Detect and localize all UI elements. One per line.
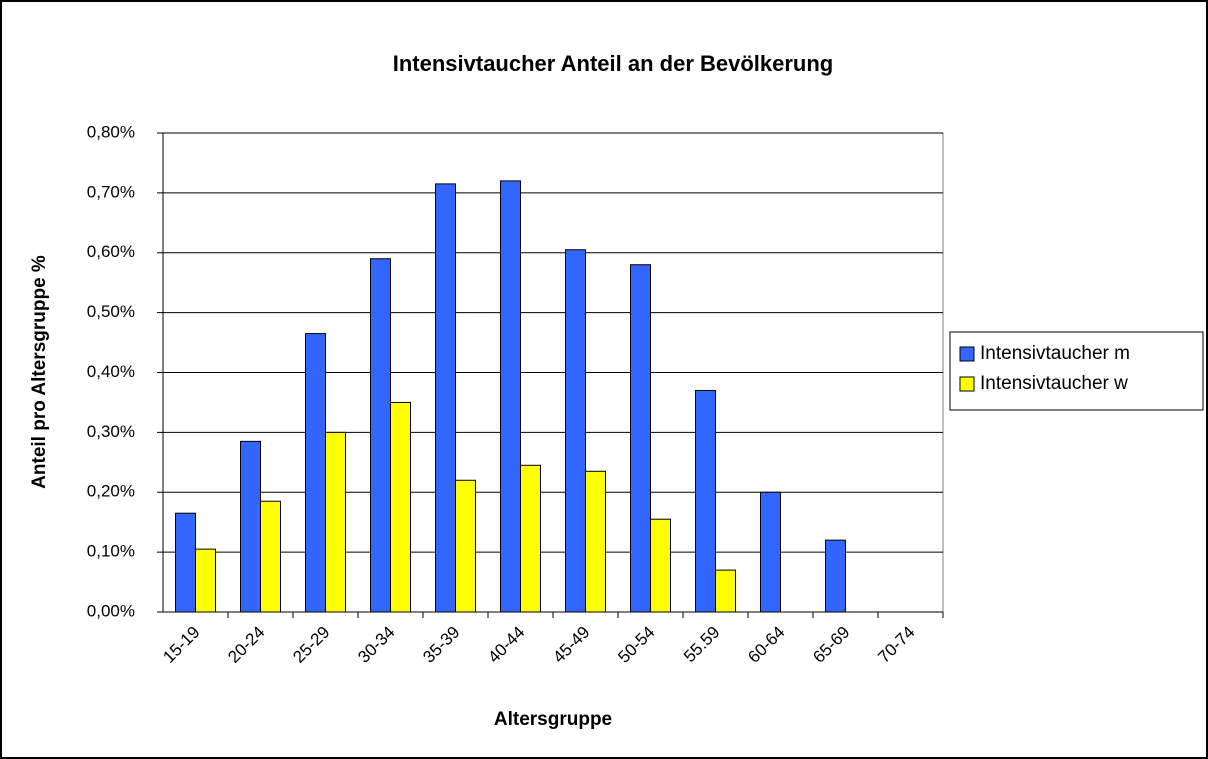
y-tick-label: 0,50% bbox=[87, 302, 135, 321]
legend-swatch bbox=[959, 376, 975, 392]
bar bbox=[260, 500, 281, 613]
y-tick-label: 0,70% bbox=[87, 182, 135, 201]
bar bbox=[695, 389, 716, 613]
bar bbox=[305, 333, 326, 613]
y-tick-label: 0,60% bbox=[87, 242, 135, 261]
bar bbox=[240, 440, 261, 613]
bar bbox=[455, 479, 476, 613]
bar bbox=[175, 512, 196, 613]
bar bbox=[195, 548, 216, 613]
y-tick-label: 0,80% bbox=[87, 122, 135, 141]
bar bbox=[650, 518, 671, 613]
y-tick-label: 0,40% bbox=[87, 362, 135, 381]
legend-label: Intensivtaucher w bbox=[980, 373, 1128, 394]
bar bbox=[520, 464, 541, 613]
bar bbox=[370, 258, 391, 613]
bar bbox=[325, 431, 346, 613]
legend-box bbox=[949, 331, 1204, 411]
bar bbox=[760, 491, 781, 613]
legend-label: Intensivtaucher m bbox=[980, 343, 1130, 364]
bar bbox=[390, 401, 411, 613]
bar bbox=[565, 249, 586, 613]
bar bbox=[715, 569, 736, 613]
y-tick-label: 0,20% bbox=[87, 482, 135, 501]
y-tick-label: 0,10% bbox=[87, 542, 135, 561]
bar bbox=[435, 183, 456, 613]
chart-title: Intensivtaucher Anteil an der Bevölkerun… bbox=[393, 51, 834, 76]
bar bbox=[825, 539, 846, 613]
x-axis-label: Altersgruppe bbox=[494, 709, 612, 730]
legend-swatch bbox=[959, 346, 975, 362]
bar bbox=[630, 264, 651, 613]
y-axis-label: Anteil pro Altersgruppe % bbox=[29, 255, 50, 489]
bar bbox=[585, 470, 606, 613]
bar bbox=[500, 180, 521, 613]
y-tick-label: 0,00% bbox=[87, 601, 135, 620]
y-tick-label: 0,30% bbox=[87, 422, 135, 441]
